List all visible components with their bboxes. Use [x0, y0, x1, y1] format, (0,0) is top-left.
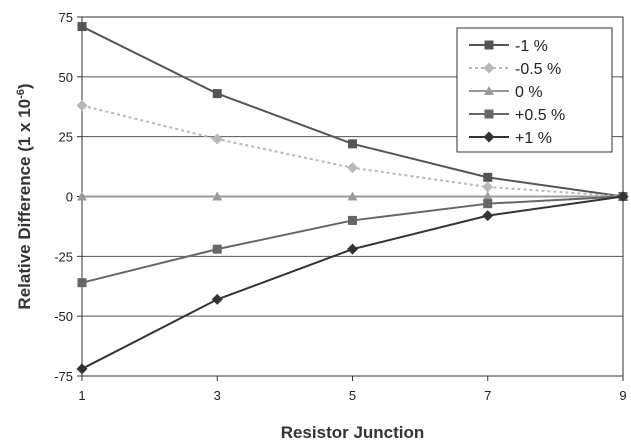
data-point [348, 215, 357, 225]
data-point [617, 191, 629, 202]
legend-label: +1 % [515, 130, 552, 147]
data-point [483, 172, 493, 182]
x-tick-label: 3 [214, 388, 221, 403]
legend: -1 % -0.5 % 0 % +0.5 % +1 % [456, 27, 613, 153]
x-tick-label: 5 [349, 388, 356, 403]
legend-label: -0.5 % [515, 61, 561, 78]
y-tick-label: -50 [54, 309, 73, 324]
data-point [212, 244, 222, 254]
series-layer [76, 22, 629, 375]
data-point [212, 89, 222, 99]
legend-swatch-marker [484, 109, 494, 119]
data-point [482, 181, 494, 193]
series-group [77, 192, 628, 288]
data-point [76, 100, 88, 112]
legend-swatch-marker [484, 86, 494, 95]
y-axis-title-main: Relative Difference (1 x 10 [15, 99, 34, 310]
series-group [77, 191, 628, 201]
x-axis-ticks: 1 3 5 7 9 [78, 376, 627, 403]
data-point [347, 243, 358, 255]
data-point [347, 191, 358, 201]
x-tick-label: 1 [78, 388, 85, 403]
data-point [482, 210, 494, 222]
y-axis-ticks: 75 50 25 0 -25 -50 -75 [54, 10, 82, 384]
legend-swatch-marker [483, 62, 495, 74]
x-tick-label: 9 [619, 388, 626, 403]
data-point [483, 199, 493, 209]
series-group [76, 191, 629, 375]
data-point [77, 22, 87, 32]
y-axis-title: Relative Difference (1 x 10-6) [15, 83, 34, 309]
y-tick-label: 25 [59, 130, 73, 145]
data-point [76, 363, 88, 375]
y-axis-title-close: ) [15, 83, 34, 89]
y-tick-label: -25 [54, 249, 73, 264]
legend-label: -1 % [515, 38, 548, 55]
legend-label: +0.5 % [515, 107, 565, 124]
legend-swatch-marker [483, 131, 495, 143]
y-tick-label: 75 [59, 10, 73, 25]
data-point [77, 191, 87, 201]
data-point [348, 139, 357, 149]
legend-swatch-marker [484, 40, 494, 50]
y-tick-label: -75 [54, 369, 73, 384]
x-axis-title: Resistor Junction [281, 423, 425, 442]
y-tick-label: 50 [59, 70, 73, 85]
data-point [212, 191, 223, 201]
data-point [77, 278, 87, 288]
series-line [81, 195, 624, 284]
y-tick-label: 0 [66, 190, 73, 205]
data-point [211, 293, 223, 305]
data-point [482, 191, 493, 201]
y-axis-title-exponent: -6 [15, 89, 27, 99]
data-point [347, 162, 358, 174]
legend-label: 0 % [515, 84, 543, 101]
x-tick-label: 7 [484, 388, 491, 403]
data-point [211, 133, 223, 145]
